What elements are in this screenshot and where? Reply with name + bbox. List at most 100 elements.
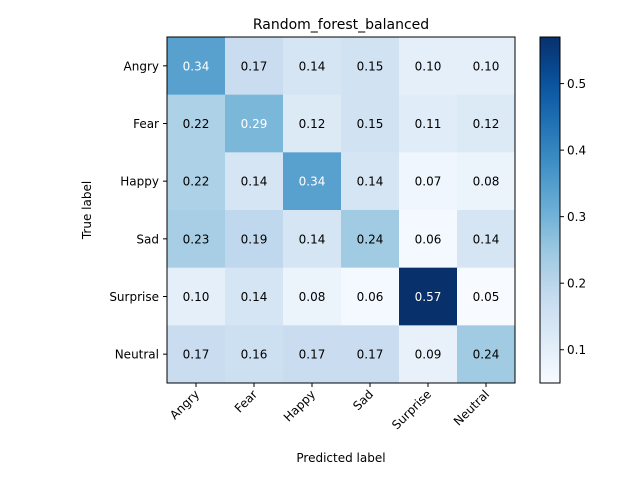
cell-value-label: 0.17 (357, 348, 384, 362)
cell-value-label: 0.14 (241, 290, 268, 304)
heatmap-cell (283, 210, 342, 269)
cell-value-label: 0.10 (473, 59, 500, 73)
heatmap-cell (457, 37, 516, 96)
colorbar-tick-label: 0.1 (567, 343, 586, 357)
heatmap-cell (283, 267, 342, 326)
heatmap-cell (167, 325, 226, 384)
cell-value-label: 0.08 (299, 290, 326, 304)
y-tick-label: Neutral (115, 348, 159, 362)
cell-value-label: 0.05 (473, 290, 500, 304)
cell-value-label: 0.14 (473, 232, 500, 246)
heatmap-cell (399, 152, 458, 211)
heatmap-cell (341, 152, 400, 211)
x-tick-label: Angry (167, 387, 202, 422)
cell-value-label: 0.57 (415, 290, 442, 304)
cell-value-label: 0.17 (183, 348, 210, 362)
heatmap-cell (341, 37, 400, 96)
heatmap-cell (341, 325, 400, 384)
heatmap-cell (167, 152, 226, 211)
heatmap-cell (399, 325, 458, 384)
heatmap-cell (283, 325, 342, 384)
heatmap-cell (341, 210, 400, 269)
heatmap-cell (225, 152, 284, 211)
heatmap-cell (399, 37, 458, 96)
y-tick-label: Surprise (109, 290, 159, 304)
cell-value-label: 0.06 (415, 232, 442, 246)
colorbar-tick-label: 0.4 (567, 144, 586, 158)
cell-value-label: 0.12 (473, 117, 500, 131)
heatmap-cell (457, 267, 516, 326)
x-axis-ticks: Angry Fear Happy Sad Surprise Neutral (167, 383, 492, 432)
cell-value-label: 0.14 (299, 59, 326, 73)
cell-value-label: 0.15 (357, 59, 384, 73)
heatmap-cell (457, 94, 516, 153)
x-tick-label: Sad (350, 387, 376, 413)
heatmap-cell (167, 210, 226, 269)
x-tick-label: Fear (232, 387, 260, 415)
cell-value-labels: 0.34 0.17 0.14 0.15 0.10 0.10 0.22 0.29 0.12 0.15… (183, 59, 500, 361)
colorbar (539, 36, 561, 384)
cell-value-label: 0.22 (183, 175, 210, 189)
cell-value-label: 0.14 (299, 232, 326, 246)
heatmap-cell (399, 210, 458, 269)
cell-value-label: 0.17 (241, 59, 268, 73)
heatmap-cell (341, 94, 400, 153)
cell-value-label: 0.34 (299, 175, 326, 189)
y-tick-label: Angry (124, 59, 159, 73)
heatmap-cell (457, 325, 516, 384)
heatmap-cell (399, 267, 458, 326)
heatmap-cell (225, 210, 284, 269)
y-axis-label: True label (80, 181, 94, 240)
heatmap-cell (399, 94, 458, 153)
heatmap-cell (283, 152, 342, 211)
heatmap-cell (225, 94, 284, 153)
heatmap-cell (167, 267, 226, 326)
cell-value-label: 0.14 (357, 175, 384, 189)
heatmap-cell (167, 37, 226, 96)
cell-value-label: 0.08 (473, 175, 500, 189)
cell-value-label: 0.17 (299, 348, 326, 362)
x-tick-label: Happy (281, 387, 318, 424)
colorbar-tick-label: 0.5 (567, 77, 586, 91)
heatmap-cell (167, 94, 226, 153)
cell-value-label: 0.11 (415, 117, 442, 131)
cell-value-label: 0.34 (183, 59, 210, 73)
colorbar-ticks: 0.1 0.2 0.3 0.4 0.5 (560, 77, 586, 357)
y-tick-label: Happy (120, 175, 159, 189)
cell-value-label: 0.06 (357, 290, 384, 304)
heatmap-cell (225, 37, 284, 96)
colorbar-tick-label: 0.3 (567, 210, 586, 224)
cell-value-label: 0.09 (415, 348, 442, 362)
cell-value-label: 0.23 (183, 232, 210, 246)
heatmap-cell (341, 267, 400, 326)
cell-value-label: 0.16 (241, 348, 268, 362)
cell-value-label: 0.12 (299, 117, 326, 131)
cell-value-label: 0.22 (183, 117, 210, 131)
cell-value-label: 0.14 (241, 175, 268, 189)
cell-value-label: 0.10 (183, 290, 210, 304)
chart-title: Random_forest_balanced (253, 17, 429, 33)
y-axis-ticks: Angry Fear Happy Sad Surprise Neutral (109, 59, 167, 362)
cell-value-label: 0.24 (473, 348, 500, 362)
x-axis-label: Predicted label (296, 451, 385, 465)
cell-value-label: 0.15 (357, 117, 384, 131)
x-tick-label: Neutral (451, 387, 492, 428)
heatmap-cell (225, 325, 284, 384)
y-tick-label: Fear (133, 117, 159, 131)
cell-value-label: 0.29 (241, 117, 268, 131)
heatmap-cell (457, 210, 516, 269)
colorbar-tick-label: 0.2 (567, 277, 586, 291)
heatmap-cell (457, 152, 516, 211)
heatmap-cell (225, 267, 284, 326)
cell-value-label: 0.07 (415, 175, 442, 189)
heatmap-cell (283, 94, 342, 153)
heatmap-cells (167, 37, 516, 384)
x-tick-label: Surprise (389, 387, 434, 432)
cell-value-label: 0.10 (415, 59, 442, 73)
heatmap-cell (283, 37, 342, 96)
plot-frame (166, 36, 516, 384)
cell-value-label: 0.19 (241, 232, 268, 246)
y-tick-label: Sad (136, 232, 159, 246)
cell-value-label: 0.24 (357, 232, 384, 246)
